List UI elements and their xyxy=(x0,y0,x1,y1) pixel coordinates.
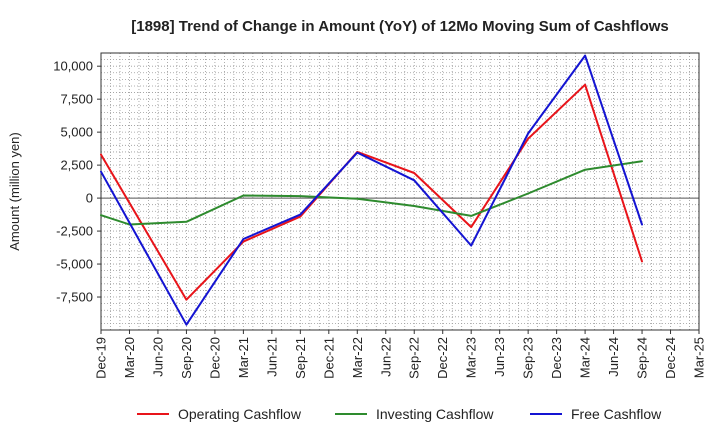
x-tick-label: Sep-22 xyxy=(407,337,422,379)
data-series xyxy=(100,54,643,326)
y-axis-label: Amount (million yen) xyxy=(7,132,22,251)
x-tick-label: Jun-23 xyxy=(492,337,507,377)
x-tick-label: Sep-23 xyxy=(521,337,536,379)
y-tick-label: 2,500 xyxy=(60,158,93,173)
x-tick-label: Sep-21 xyxy=(293,337,308,379)
x-tick-label: Sep-20 xyxy=(179,337,194,379)
x-tick-label: Dec-21 xyxy=(321,337,336,379)
operating-cashflow-line xyxy=(100,83,643,301)
y-tick-label: -2,500 xyxy=(56,224,93,239)
y-tick-label: 10,000 xyxy=(53,59,93,74)
legend-label: Operating Cashflow xyxy=(178,406,302,422)
investing-cashflow-line xyxy=(100,160,643,226)
x-tick-label: Sep-24 xyxy=(635,337,650,379)
y-tick-label: -5,000 xyxy=(56,257,93,272)
x-tick-label: Dec-19 xyxy=(94,337,109,379)
free-cashflow-line xyxy=(100,54,643,326)
x-tick-label: Mar-25 xyxy=(692,337,707,378)
y-tick-label: 7,500 xyxy=(60,92,93,107)
x-tick-label: Jun-22 xyxy=(378,337,393,377)
y-tick-label: 0 xyxy=(86,191,93,206)
y-axis-ticks: -7,500 -5,000 -2,500 0 2,500 5,000 7,500 10,000 xyxy=(53,59,101,305)
x-tick-label: Mar-21 xyxy=(236,337,251,378)
x-tick-label: Dec-20 xyxy=(207,337,222,379)
x-tick-label: Mar-22 xyxy=(350,337,365,378)
y-tick-label: 5,000 xyxy=(60,125,93,140)
x-axis-ticks: Dec-19 Mar-20 Jun-20 Sep-20 Dec-20 Mar-21 Jun-… xyxy=(94,330,707,379)
legend: Operating Cashflow Investing Cashflow Free… xyxy=(137,406,662,422)
x-tick-label: Jun-24 xyxy=(606,337,621,377)
x-tick-label: Mar-24 xyxy=(578,337,593,378)
legend-label: Free Cashflow xyxy=(571,406,662,422)
x-tick-label: Dec-23 xyxy=(549,337,564,379)
x-tick-label: Mar-23 xyxy=(464,337,479,378)
x-tick-label: Jun-21 xyxy=(264,337,279,377)
grid-lines xyxy=(100,52,700,331)
x-tick-label: Mar-20 xyxy=(122,337,137,378)
x-tick-label: Dec-24 xyxy=(663,337,678,379)
y-tick-label: -7,500 xyxy=(56,290,93,305)
x-tick-label: Jun-20 xyxy=(150,337,165,377)
x-tick-label: Dec-22 xyxy=(435,337,450,379)
legend-label: Investing Cashflow xyxy=(376,406,494,422)
plot-area-frame xyxy=(100,52,700,331)
chart-title: [1898] Trend of Change in Amount (YoY) o… xyxy=(131,18,669,35)
